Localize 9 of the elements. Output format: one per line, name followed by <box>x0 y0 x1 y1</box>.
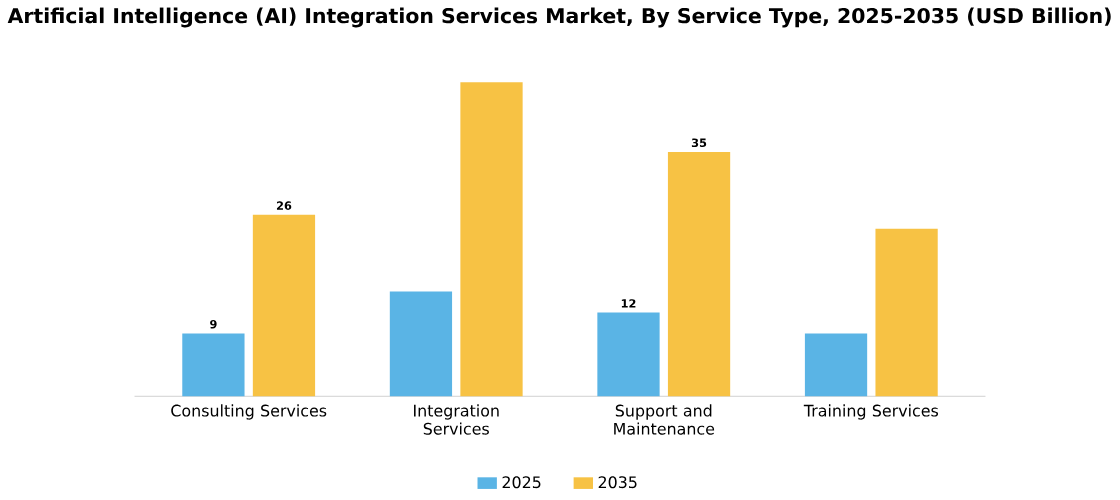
chart-title: Artificial Intelligence (AI) Integration Services Market, By Service Type, 2025-2035 (USD Billion) <box>7 7 1111 28</box>
bar <box>460 82 523 397</box>
bar <box>875 228 938 397</box>
bar <box>182 333 245 397</box>
bar <box>389 291 453 397</box>
bar <box>667 151 731 397</box>
bar <box>804 333 868 397</box>
bar <box>597 312 660 397</box>
bar <box>252 214 316 397</box>
